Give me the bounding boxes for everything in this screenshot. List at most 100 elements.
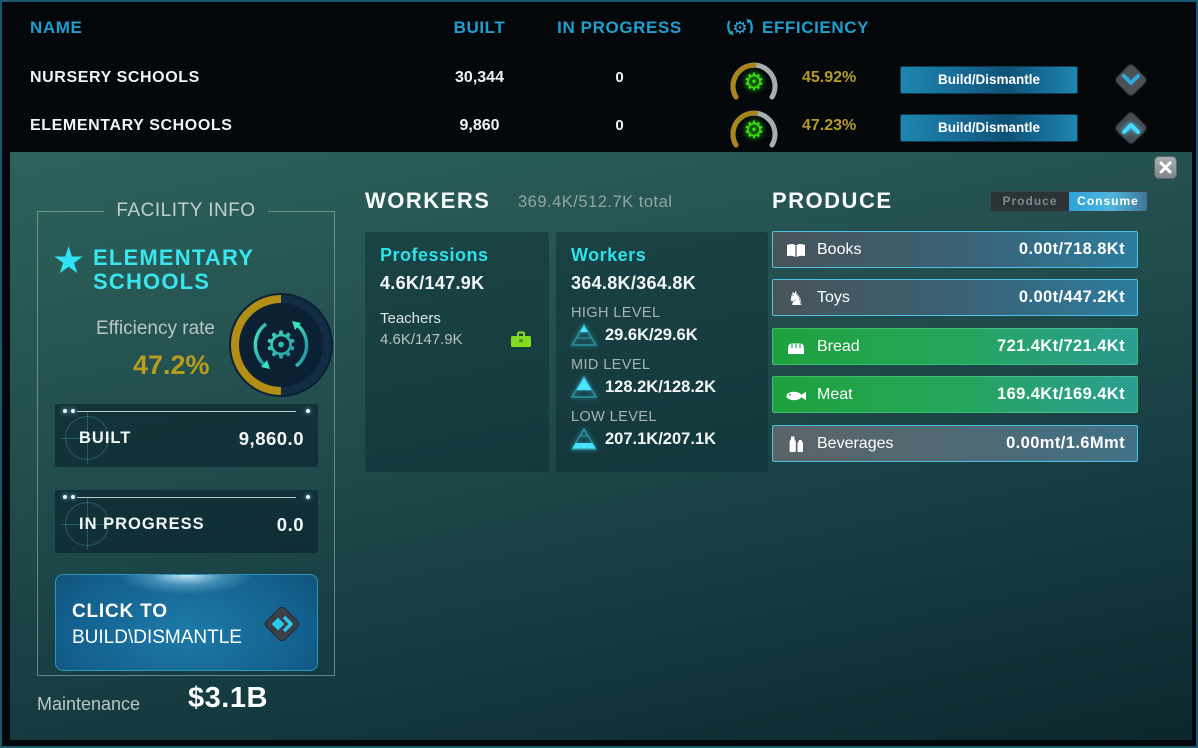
beverages-icon [789, 436, 803, 452]
collapse-chevron-up-button[interactable] [1112, 109, 1150, 147]
toggle-consume[interactable]: Consume [1069, 192, 1147, 211]
in-progress-value: 0.0 [276, 514, 304, 535]
produce-item-label: Bread [817, 338, 860, 355]
facility-detail-name: ELEMENTARY SCHOOLS [93, 245, 255, 295]
low-level-label: LOW LEVEL [571, 409, 657, 425]
action-button-label: CLICK TO BUILD\DISMANTLE [72, 601, 242, 648]
efficiency-rate-value: 47.2% [133, 350, 210, 380]
built-value: 9,860.0 [238, 428, 304, 449]
efficiency-rate-label: Efficiency rate [96, 318, 215, 339]
profession-item: Teachers 4.6K/147.9K [380, 310, 534, 348]
books-icon [787, 243, 805, 257]
forward-diamond-icon [264, 606, 300, 642]
produce-section-title: PRODUCE [772, 188, 893, 213]
in-progress-count: 0 [615, 117, 624, 134]
profession-value: 4.6K/147.9K [380, 331, 463, 348]
facility-info-title: FACILITY INFO [116, 200, 256, 221]
maintenance-value: $3.1B [188, 682, 268, 714]
built-count: 30,344 [455, 69, 504, 86]
workers-card-value: 364.8K/364.8K [571, 273, 696, 293]
column-header-in-progress: IN PROGRESS [557, 18, 682, 37]
svg-text:⚙: ⚙ [743, 116, 765, 144]
column-header-built: BUILT [453, 18, 506, 37]
pyramid-mid-icon [571, 376, 597, 398]
crosshair-decor [61, 498, 113, 550]
workers-card-title: Workers [571, 245, 647, 265]
facility-name: NURSERY SCHOOLS [30, 69, 200, 86]
efficiency-value: 47.23% [802, 117, 857, 134]
efficiency-gauge-icon: ⚙ [730, 110, 778, 148]
table-row[interactable]: ELEMENTARY SCHOOLS 9,860 0 ⚙ 47.23% Buil… [2, 105, 1196, 151]
pyramid-high-icon [571, 324, 597, 346]
produce-item-value: 0.00t/447.2Kt [1018, 288, 1125, 306]
star-icon: ★ [52, 239, 86, 282]
build-dismantle-button[interactable]: Build/Dismantle [900, 114, 1078, 142]
profession-label: Teachers [380, 310, 441, 327]
close-button[interactable] [1154, 156, 1177, 179]
crosshair-decor [61, 412, 113, 464]
facility-name: ELEMENTARY SCHOOLS [30, 117, 233, 134]
workers-total: 369.4K/512.7K total [518, 193, 673, 211]
svg-text:⚙: ⚙ [743, 68, 765, 96]
worker-level-low: LOW LEVEL 207.1K/207.1K [571, 409, 753, 450]
facility-table: NAME BUILT IN PROGRESS ⚙ EFFICIENCY NURS… [2, 2, 1196, 150]
produce-consume-toggle[interactable]: Produce Consume [990, 191, 1148, 212]
produce-row-beverages[interactable]: Beverages 0.00mt/1.6Mmt [772, 425, 1138, 462]
table-row[interactable]: NURSERY SCHOOLS 30,344 0 ⚙ 45.92% Build/… [2, 57, 1196, 103]
in-progress-count: 0 [615, 69, 624, 86]
workers-card: Workers 364.8K/364.8K HIGH LEVEL 29.6K/2… [556, 232, 768, 472]
efficiency-gauge-icon: ⚙ [730, 62, 778, 100]
professions-value: 4.6K/147.9K [380, 273, 485, 293]
toggle-produce[interactable]: Produce [991, 192, 1069, 211]
in-progress-label: IN PROGRESS [79, 515, 205, 533]
svg-text:⚙: ⚙ [264, 323, 298, 367]
built-count: 9,860 [459, 117, 500, 134]
click-to-build-dismantle-button[interactable]: CLICK TO BUILD\DISMANTLE [55, 574, 318, 671]
workers-section-title: WORKERS [365, 188, 491, 213]
maintenance-label: Maintenance [37, 694, 141, 714]
decor-line [63, 409, 310, 414]
close-icon [1159, 161, 1172, 174]
high-level-value: 29.6K/29.6K [605, 325, 698, 344]
produce-row-toys[interactable]: ♞ Toys 0.00t/447.2Kt [772, 279, 1138, 316]
build-dismantle-button[interactable]: Build/Dismantle [900, 66, 1078, 94]
decor-line [63, 495, 310, 500]
in-progress-stat-box: IN PROGRESS 0.0 [55, 490, 318, 553]
worker-level-high: HIGH LEVEL 29.6K/29.6K [571, 305, 753, 346]
professions-card: Professions 4.6K/147.9K Teachers 4.6K/14… [365, 232, 549, 472]
produce-item-value: 169.4Kt/169.4Kt [997, 385, 1125, 403]
bread-icon [788, 343, 804, 354]
built-stat-box: BUILT 9,860.0 [55, 404, 318, 467]
svg-text:⚙: ⚙ [732, 19, 747, 39]
produce-item-label: Books [817, 241, 862, 258]
briefcase-icon [511, 331, 531, 347]
produce-item-value: 721.4Kt/721.4Kt [997, 337, 1125, 355]
efficiency-gear-icon: ⚙ [727, 18, 753, 39]
professions-title: Professions [380, 245, 489, 265]
efficiency-value: 45.92% [802, 69, 857, 86]
produce-item-label: Meat [817, 386, 853, 403]
worker-level-mid: MID LEVEL 128.2K/128.2K [571, 357, 753, 398]
produce-item-value: 0.00mt/1.6Mmt [1006, 434, 1125, 452]
mid-level-value: 128.2K/128.2K [605, 377, 716, 396]
pyramid-low-icon [571, 428, 597, 450]
produce-row-meat[interactable]: Meat 169.4Kt/169.4Kt [772, 376, 1138, 413]
efficiency-dial-icon: ⚙ [229, 293, 333, 397]
low-level-value: 207.1K/207.1K [605, 429, 716, 448]
produce-row-bread[interactable]: Bread 721.4Kt/721.4Kt [772, 328, 1138, 365]
column-header-efficiency: EFFICIENCY [762, 18, 870, 37]
produce-item-value: 0.00t/718.8Kt [1018, 240, 1125, 258]
mid-level-label: MID LEVEL [571, 357, 651, 373]
built-label: BUILT [79, 429, 132, 447]
produce-item-label: Beverages [817, 435, 894, 452]
facility-detail-panel: FACILITY INFO ★ ELEMENTARY SCHOOLS Effic… [10, 152, 1192, 740]
collapse-chevron-down-button[interactable] [1112, 61, 1150, 99]
toys-icon: ♞ [787, 287, 805, 310]
meat-icon [786, 391, 806, 400]
column-header-name: NAME [30, 18, 83, 37]
high-level-label: HIGH LEVEL [571, 305, 661, 321]
produce-item-label: Toys [817, 289, 850, 306]
produce-row-books[interactable]: Books 0.00t/718.8Kt [772, 231, 1138, 268]
facility-info-box: FACILITY INFO ★ ELEMENTARY SCHOOLS Effic… [37, 200, 335, 676]
